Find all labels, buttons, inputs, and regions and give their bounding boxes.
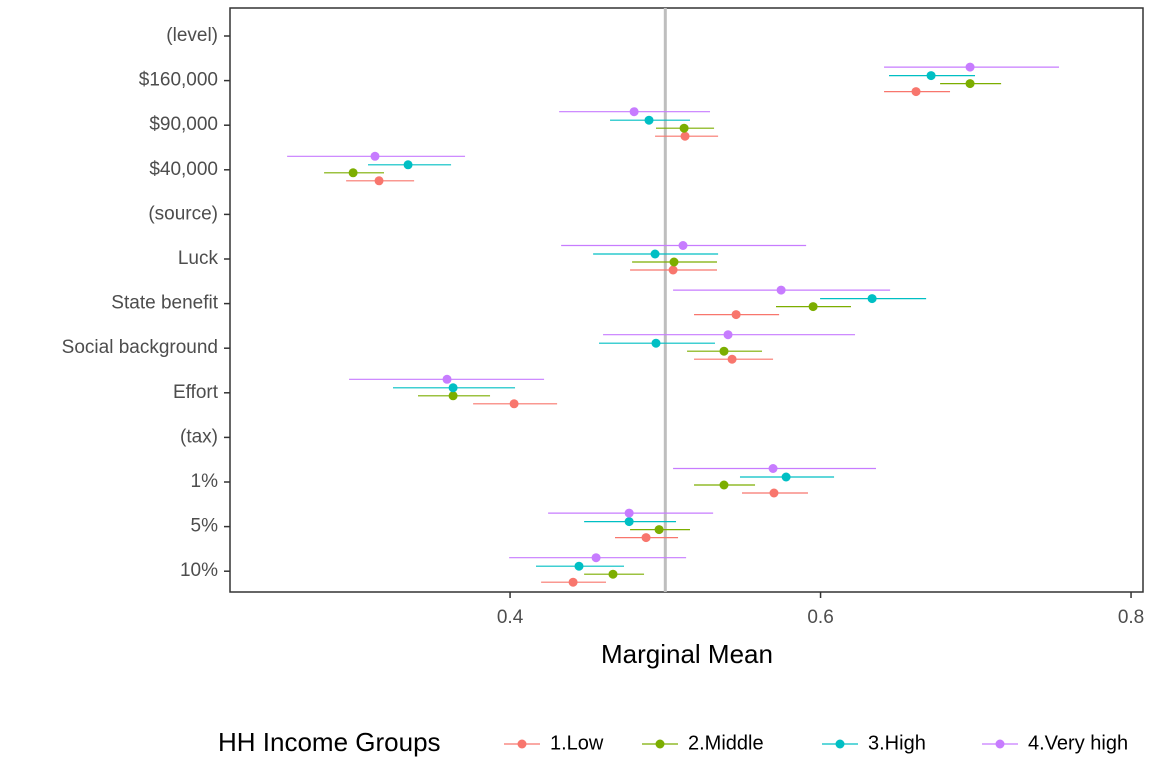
point bbox=[568, 577, 578, 587]
point bbox=[719, 480, 729, 490]
point bbox=[776, 285, 786, 295]
point bbox=[926, 71, 936, 81]
x-tick-label: 0.4 bbox=[497, 607, 524, 628]
point bbox=[781, 472, 791, 482]
y-tick-label: $90,000 bbox=[149, 114, 218, 135]
point bbox=[768, 464, 778, 473]
point bbox=[650, 249, 660, 259]
x-tick-label: 0.8 bbox=[1118, 607, 1144, 628]
y-tick-label: $40,000 bbox=[149, 159, 218, 180]
legend-title: HH Income Groups bbox=[218, 727, 441, 757]
y-tick-label: (source) bbox=[148, 203, 218, 224]
y-tick-label: State benefit bbox=[111, 293, 218, 314]
point bbox=[509, 399, 519, 409]
point bbox=[644, 115, 654, 125]
point bbox=[370, 151, 380, 161]
point bbox=[608, 569, 618, 579]
point bbox=[867, 294, 877, 304]
x-tick-label: 0.6 bbox=[807, 607, 833, 628]
legend-label: 2.Middle bbox=[688, 732, 764, 754]
y-tick-label: (tax) bbox=[180, 426, 218, 447]
y-tick-label: 1% bbox=[191, 471, 219, 492]
point bbox=[668, 265, 678, 275]
point bbox=[448, 383, 458, 393]
x-axis-title: Marginal Mean bbox=[601, 639, 773, 669]
legend-key-point bbox=[517, 739, 527, 749]
y-tick-label: 10% bbox=[180, 560, 218, 581]
point bbox=[731, 310, 741, 320]
point bbox=[965, 62, 975, 72]
y-tick-label: Effort bbox=[173, 382, 219, 403]
point bbox=[678, 241, 688, 250]
legend-key-point bbox=[995, 739, 1005, 749]
point bbox=[374, 176, 384, 186]
point bbox=[629, 107, 639, 117]
point bbox=[727, 354, 737, 364]
y-tick-label: $160,000 bbox=[139, 70, 218, 91]
point bbox=[965, 79, 975, 89]
point bbox=[624, 517, 634, 527]
point bbox=[348, 168, 358, 178]
legend-key-point bbox=[655, 739, 665, 749]
point bbox=[442, 374, 452, 384]
point bbox=[654, 525, 664, 535]
point bbox=[769, 488, 779, 498]
point bbox=[911, 87, 921, 97]
point bbox=[723, 330, 733, 340]
point bbox=[591, 553, 601, 563]
legend-label: 3.High bbox=[868, 732, 926, 754]
legend-key-point bbox=[835, 739, 845, 749]
point bbox=[808, 302, 818, 312]
point bbox=[679, 123, 689, 133]
y-tick-label: 5% bbox=[191, 516, 219, 537]
point bbox=[669, 257, 679, 267]
legend-label: 1.Low bbox=[550, 732, 604, 754]
point bbox=[624, 508, 634, 518]
y-tick-label: Luck bbox=[178, 248, 219, 269]
point bbox=[403, 160, 413, 170]
point bbox=[574, 561, 584, 571]
y-tick-label: (level) bbox=[166, 25, 218, 46]
point bbox=[680, 131, 690, 141]
legend-label: 4.Very high bbox=[1028, 732, 1128, 754]
plot-panel bbox=[229, 7, 1144, 593]
point bbox=[448, 391, 458, 401]
y-tick-label: Social background bbox=[62, 337, 218, 358]
point bbox=[651, 338, 661, 348]
point bbox=[641, 533, 651, 543]
point bbox=[719, 346, 729, 356]
